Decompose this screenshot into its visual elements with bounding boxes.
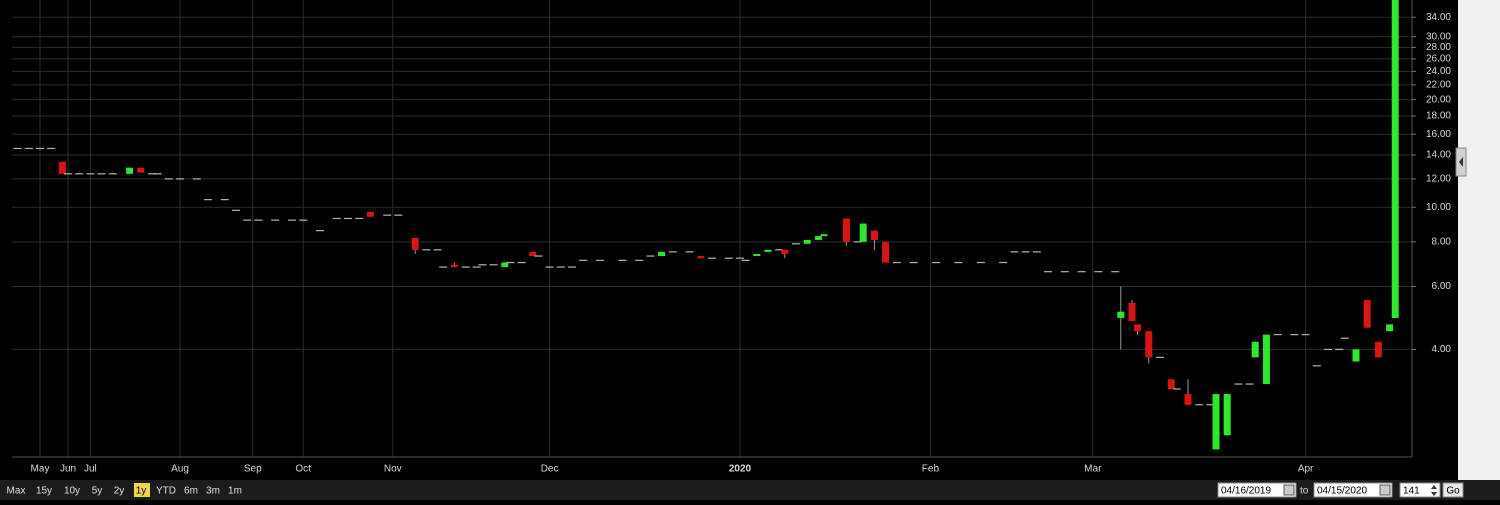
go-button[interactable]: Go — [1446, 486, 1460, 497]
candle-body — [1386, 324, 1394, 332]
y-tick-label: 14.00 — [1426, 150, 1451, 161]
candle-body — [781, 249, 789, 254]
y-tick-label: 8.00 — [1432, 236, 1452, 247]
y-tick-label: 12.00 — [1426, 174, 1451, 185]
range-button[interactable]: 5y — [92, 486, 103, 497]
candle-body — [1251, 341, 1259, 358]
side-panel — [1458, 0, 1500, 480]
candle-body — [1262, 334, 1270, 385]
candle-body — [411, 238, 419, 250]
date-from[interactable]: 04/16/2019 — [1221, 486, 1271, 497]
x-tick-label: Jun — [60, 464, 76, 475]
y-tick-label: 16.00 — [1426, 129, 1451, 140]
y-tick-label: 18.00 — [1426, 111, 1451, 122]
candle-body — [1223, 394, 1231, 436]
range-selected-bg — [134, 483, 150, 497]
candle-body — [658, 251, 666, 257]
range-button[interactable]: YTD — [156, 486, 176, 497]
x-tick-label: Feb — [922, 464, 940, 475]
date-to[interactable]: 04/15/2020 — [1317, 486, 1367, 497]
go-button-bg[interactable] — [1442, 482, 1464, 498]
candle-body — [870, 230, 878, 240]
x-tick-label: 2020 — [729, 464, 752, 475]
y-tick-label: 28.00 — [1426, 42, 1451, 53]
candle-body — [1128, 302, 1136, 322]
x-tick-label: Aug — [171, 464, 189, 475]
spinner[interactable] — [1431, 485, 1437, 496]
range-button[interactable]: Max — [7, 486, 26, 497]
candle-body — [753, 253, 761, 257]
plot-area — [13, 0, 1399, 450]
range-button[interactable]: 2y — [114, 486, 125, 497]
candle-body — [1374, 341, 1382, 358]
axes: 4.00 6.00 8.00 10.00 12.00 14.00 16.00 18.00 20.… — [31, 12, 1452, 475]
x-tick-label: May — [31, 464, 50, 475]
candle-body — [1117, 311, 1125, 318]
candle-body — [137, 167, 145, 173]
date-to-box[interactable] — [1313, 482, 1393, 498]
candle-body — [842, 218, 850, 242]
grid — [12, 0, 1412, 457]
calendar-icon[interactable] — [1379, 484, 1391, 496]
range-button[interactable]: 1y — [136, 486, 147, 497]
candle-body — [1391, 0, 1399, 318]
toggle-arrow — [1459, 157, 1463, 167]
x-tick-label: Nov — [384, 464, 402, 475]
to-label: to — [1300, 486, 1309, 497]
candle-body — [764, 249, 772, 252]
candle-body — [803, 239, 811, 244]
candle-body — [820, 234, 828, 237]
candle-body — [814, 236, 822, 240]
candle-body — [1167, 379, 1175, 389]
y-tick-label: 10.00 — [1426, 202, 1451, 213]
count-input[interactable]: 141 — [1403, 486, 1420, 497]
x-tick-label: Sep — [244, 464, 262, 475]
calendar-icon[interactable] — [1283, 484, 1295, 496]
candle-body — [501, 262, 509, 268]
y-tick-label: 20.00 — [1426, 94, 1451, 105]
date-from-box[interactable] — [1217, 482, 1297, 498]
y-tick-label: 4.00 — [1432, 344, 1452, 355]
candle-body — [1145, 331, 1153, 358]
y-tick-label: 26.00 — [1426, 54, 1451, 65]
candle-body — [529, 251, 537, 257]
y-tick-label: 6.00 — [1432, 281, 1452, 292]
range-button[interactable]: 3m — [206, 486, 220, 497]
candle-body — [1352, 349, 1360, 362]
x-tick-label: Apr — [1298, 464, 1314, 475]
y-tick-label: 22.00 — [1426, 79, 1451, 90]
candle-body — [1212, 394, 1220, 450]
x-tick-label: Oct — [295, 464, 311, 475]
count-input-box[interactable] — [1399, 482, 1441, 498]
x-tick-label: Jul — [84, 464, 97, 475]
range-button[interactable]: 10y — [64, 486, 80, 497]
range-button[interactable]: 6m — [184, 486, 198, 497]
candle-body — [1363, 299, 1371, 328]
y-tick-label: 30.00 — [1426, 31, 1451, 42]
candle-body — [366, 211, 374, 217]
range-button[interactable]: 1m — [228, 486, 242, 497]
y-tick-label: 24.00 — [1426, 66, 1451, 77]
x-tick-label: Mar — [1084, 464, 1102, 475]
candle-body — [450, 264, 458, 268]
candle-body — [882, 241, 890, 263]
candle-body — [126, 167, 134, 174]
toolbar — [0, 480, 1500, 500]
candle-body — [1134, 324, 1142, 332]
candle-body — [859, 223, 867, 242]
candle-body — [58, 161, 66, 174]
x-tick-label: Dec — [541, 464, 559, 475]
range-button[interactable]: 15y — [36, 486, 52, 497]
candle-body — [697, 256, 705, 259]
toolbar-controls: Max 15y 10y 5y 2y 1y YTD 6m 3m 1m 04/16/2019 to 04/1… — [7, 482, 1464, 498]
candle-body — [1184, 394, 1192, 405]
y-tick-label: 34.00 — [1426, 12, 1451, 23]
